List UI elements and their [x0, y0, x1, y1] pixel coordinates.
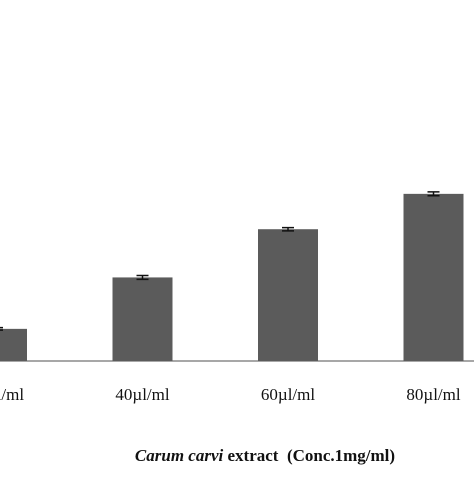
- bar: [403, 193, 464, 361]
- error-bar: [282, 226, 294, 232]
- x-axis-label-italic: Carum carvi: [135, 446, 224, 465]
- x-axis-label: Carum carvi extract (Conc.1mg/ml): [135, 446, 395, 465]
- x-axis-label-rest: extract (Conc.1mg/ml): [223, 446, 395, 465]
- error-bar: [427, 191, 440, 197]
- bar: [258, 229, 318, 361]
- x-tick-label: 60µl/ml: [261, 385, 315, 404]
- bar: [112, 277, 173, 361]
- error-bar: [136, 274, 149, 281]
- error-bars-group: [0, 191, 440, 331]
- error-bar: [0, 326, 3, 331]
- x-tick-label: 40µl/ml: [115, 385, 169, 404]
- x-tick-label: 20µl/ml: [0, 385, 24, 404]
- x-tick-label: 80µl/ml: [406, 385, 460, 404]
- bars-group: [0, 193, 464, 361]
- bar: [0, 328, 27, 361]
